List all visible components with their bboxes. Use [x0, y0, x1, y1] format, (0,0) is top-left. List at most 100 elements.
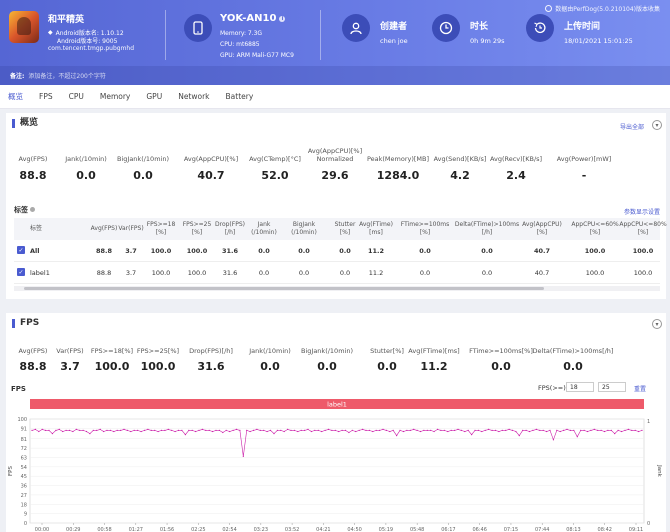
fps-data-point [140, 430, 142, 433]
fps-data-point [573, 429, 575, 431]
fps-data-point [617, 429, 619, 431]
fps-data-point [440, 429, 442, 431]
fps-data-point [191, 429, 193, 431]
table-cell: 0.0 [481, 247, 493, 255]
fps-data-point [65, 429, 67, 431]
fps-metric-label: FPS>=25[%] [136, 347, 180, 355]
y2-axis-label: Jank [656, 464, 662, 477]
device-name: YOK-AN10 i [220, 13, 286, 24]
fps-data-point [205, 429, 207, 431]
fps-data-point [372, 430, 374, 433]
fps-data-point [436, 428, 439, 430]
tab-overview[interactable]: 概览 [8, 92, 23, 101]
scrollbar-thumb[interactable] [24, 287, 544, 290]
note-input[interactable]: 添加备注，不超过200个字符 [28, 73, 106, 80]
android-icon: ◆ [48, 29, 53, 36]
collapse-icon[interactable]: ▾ [652, 319, 662, 329]
fps-data-point [41, 428, 43, 430]
fps-threshold-2-input[interactable]: 25 [598, 382, 626, 392]
y2-tick-label: 0 [647, 521, 650, 527]
fps-data-point [79, 429, 81, 431]
column-header: BigJank (/10min) [291, 221, 317, 236]
fps-data-point [488, 428, 490, 430]
fps-data-point [450, 429, 452, 431]
fps-data-point [31, 429, 33, 431]
fps-data-point [593, 428, 595, 430]
row-checkbox[interactable]: ✓ [17, 268, 25, 276]
overview-card: 概览 导出全部 ▾ Avg(FPS) 88.8 Jank(/10min) 0.0 Big… [6, 113, 667, 299]
tab-gpu[interactable]: GPU [146, 92, 163, 101]
fps-data-point [263, 429, 265, 431]
x-tick-label: 07:44 [535, 527, 549, 532]
export-all-link[interactable]: 导出全部 [619, 124, 644, 131]
collapse-icon[interactable]: ▾ [652, 120, 662, 130]
reset-button[interactable]: 重置 [634, 386, 647, 393]
fps-data-point [331, 429, 333, 431]
fps-data-point [72, 430, 74, 433]
label-band[interactable] [30, 399, 644, 409]
table-cell: 40.7 [534, 269, 550, 277]
clock-icon [432, 14, 460, 42]
table-row[interactable]: ✓ All 88.8 3.7 100.0 100.0 31.6 0.0 0.0 0.0 11.2 0.… [14, 240, 660, 262]
fps-data-point [242, 455, 244, 457]
fps-data-point [430, 429, 432, 431]
horizontal-scrollbar[interactable] [14, 286, 660, 291]
x-tick-label: 04:50 [347, 527, 361, 532]
fps-data-point [634, 429, 636, 431]
fps-data-point [235, 428, 238, 430]
table-cell: 31.6 [221, 247, 239, 255]
row-label: All [30, 247, 40, 255]
table-cell: 0.0 [339, 269, 351, 277]
table-cell: 0.0 [339, 247, 351, 255]
fps-data-point [198, 429, 200, 431]
x-tick-label: 03:52 [285, 527, 299, 532]
tab-memory[interactable]: Memory [99, 92, 131, 101]
fps-data-point [201, 428, 203, 430]
column-settings-link[interactable]: 参数显示设置 [623, 209, 660, 216]
x-tick-label: 00:58 [97, 527, 111, 532]
fps-title: FPS [12, 319, 39, 328]
fps-data-point [317, 429, 319, 431]
fps-threshold-1-input[interactable]: 18 [566, 382, 594, 392]
fps-data-point [379, 429, 381, 431]
fps-metric-value: 0.0 [377, 360, 397, 373]
fps-data-point [522, 429, 524, 431]
note-bar[interactable]: 备注: 添加备注，不超过200个字符 [0, 66, 670, 85]
fps-data-point [48, 429, 50, 431]
fps-data-point [150, 429, 152, 431]
fps-data-point [365, 429, 367, 431]
tab-fps[interactable]: FPS [39, 92, 53, 101]
metric-value: 0.0 [133, 169, 153, 182]
column-header: Jank (/10min) [251, 221, 277, 236]
fps-chart[interactable]: label1 0 9 18 27 36 45 54 63 72 81 91 100 1 0 FPS Jank 00… [6, 397, 666, 532]
column-header: Delta(FTime)>100ms [/h] [454, 221, 520, 236]
row-checkbox[interactable]: ✓ [17, 246, 25, 254]
fps-data-point [447, 430, 449, 433]
fps-data-point [539, 429, 541, 431]
metric-value: 1284.0 [376, 169, 420, 182]
fps-data-point [103, 430, 105, 433]
fps-data-point [82, 429, 84, 431]
tab-network[interactable]: Network [178, 92, 210, 101]
metric-value: 2.4 [506, 169, 526, 182]
fps-data-point [419, 430, 422, 433]
tab-battery[interactable]: Battery [225, 92, 254, 101]
fps-data-point [508, 428, 510, 430]
x-tick-label: 01:27 [129, 527, 143, 532]
table-row[interactable]: ✓ label1 88.8 3.7 100.0 100.0 31.6 0.0 0.0 0.0 11.… [14, 262, 660, 284]
info-icon[interactable]: i [279, 15, 286, 22]
fps-data-point [246, 429, 248, 431]
y-axis-label: FPS [8, 466, 14, 476]
x-tick-label: 05:19 [379, 527, 393, 532]
fps-data-point [89, 433, 91, 435]
x-tick-label: 05:48 [410, 527, 424, 532]
fps-data-point [621, 430, 623, 433]
fps-data-point [467, 429, 469, 431]
tab-cpu[interactable]: CPU [68, 92, 84, 101]
y-tick-label: 0 [24, 521, 27, 527]
fps-data-point [385, 429, 387, 431]
app-package: com.tencent.tmgp.pubgmhd [48, 45, 135, 52]
fps-data-point [501, 429, 503, 431]
y-tick-label: 63 [21, 455, 27, 461]
fps-data-point [631, 429, 633, 431]
